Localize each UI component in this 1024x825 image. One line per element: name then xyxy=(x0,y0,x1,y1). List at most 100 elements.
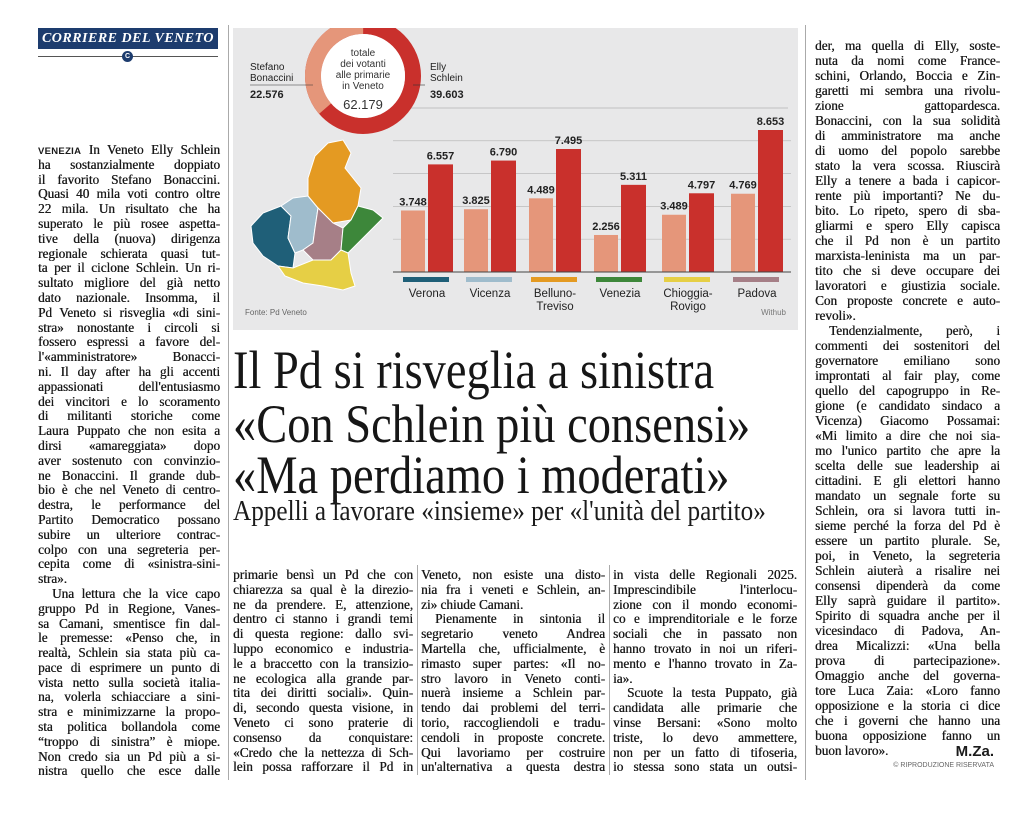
text-line: l'«amministratore» Bonacci- xyxy=(38,349,220,365)
text-line: cendoli in proposte concrete. xyxy=(421,729,605,745)
bar-schlein xyxy=(428,164,453,272)
text-line: nia fra i veneti e Schlein, an- xyxy=(421,581,605,597)
text-line: stra». xyxy=(38,571,67,587)
bar-value-label: 6.557 xyxy=(427,150,455,162)
text-line: zi» chiude Camani. xyxy=(421,596,524,612)
text-line: il favorito Stefano Bonaccini. xyxy=(38,171,220,187)
article-column-bottom-1: primarie bensì un Pd che con chiarezza sa… xyxy=(233,567,413,775)
text-line: Veneto, non esiste una disto- xyxy=(421,567,605,582)
text-line: tendo dai problemi del terri- xyxy=(421,700,605,716)
subheadline: Appelli a lavorare «insieme» per «l'unit… xyxy=(233,496,766,527)
article-column-right: der, ma quella di Elly, soste-nuta da no… xyxy=(815,38,1000,758)
text-line: ta per il ciclone Schlein. Un ri- xyxy=(38,260,220,276)
text-line: buona opposizione fanno un xyxy=(815,728,1000,743)
bar-value-label: 4.797 xyxy=(688,179,716,191)
bar-bonaccini xyxy=(401,210,425,272)
text-line: Pd Veneto si risveglia «di sini- xyxy=(38,304,220,320)
text-line: pace di esprimere un punto di xyxy=(38,659,220,675)
text-line: Pienamente in sintonia il xyxy=(435,611,605,627)
text-line: dentro ci stanno i grandi temi xyxy=(233,611,413,627)
text-line: zione gattopardesca. xyxy=(815,98,1000,113)
text-line: sieme perché la forza del Pd è xyxy=(815,518,1000,533)
bar-value-label: 3.825 xyxy=(462,195,490,207)
text-line: lein possa rafforzare il Pd in xyxy=(233,759,413,775)
article-column-left: VENEZIA In Veneto Elly Schlein ha sostanz… xyxy=(38,142,220,779)
text-line: sociali che in passato non xyxy=(613,626,797,642)
text-line: mo l'unico partito che apre la xyxy=(815,443,1000,458)
text-line: di uomo del popolo sarebbe xyxy=(815,143,1000,158)
bar-value-label: 4.769 xyxy=(729,180,757,192)
bar-value-label: 4.489 xyxy=(527,184,555,196)
text-line: chiarezza sa qual è la direzio- xyxy=(233,581,413,597)
text-line: Spirito di squadra anche per il xyxy=(815,608,1000,623)
donut-center-label: dei votanti xyxy=(340,59,386,70)
category-label: Venezia xyxy=(600,288,642,300)
text-line: stro lavoro in Veneto conti- xyxy=(421,670,605,686)
text-line: Omaggio anche del governa- xyxy=(815,668,1000,683)
text-line: luppo economico e industria- xyxy=(233,640,413,656)
bar-schlein xyxy=(689,193,714,272)
text-line: Una lettura che la vice capo xyxy=(52,585,220,601)
text-line: tita dei diritti sociali». Quin- xyxy=(233,685,413,701)
bar-bonaccini xyxy=(464,209,488,272)
text-line: lavoratori e giustizia sociale. xyxy=(815,278,1000,293)
text-line: essere un partito plurale. Se, xyxy=(815,533,1000,548)
text-line: prova di partecipazione». xyxy=(815,653,1000,668)
text-line: vista netto sulla società italia- xyxy=(38,674,220,690)
text-line: consenso da conquistare: xyxy=(233,729,413,745)
category-label: Verona xyxy=(409,288,446,300)
text-line: tive della (nuova) dirigenza xyxy=(38,230,220,246)
text-line: segretario veneto Andrea xyxy=(421,626,605,642)
text-line: drea Micalizzi: «Una bella xyxy=(815,638,1000,653)
donut-slice-bonaccini xyxy=(305,18,421,134)
text-line: quello del capogruppo in Re- xyxy=(815,383,1000,398)
text-line: regionale schierata quasi tut- xyxy=(38,245,220,261)
text-line: hanno trovato in noi un riferi- xyxy=(613,640,797,656)
bar-schlein xyxy=(621,184,646,272)
text-line: stra» nonostante i circoli si xyxy=(38,319,220,335)
text-line: sta politica bollandola come xyxy=(38,719,220,735)
text-line: aver sostenuto con convinzio- xyxy=(38,452,220,468)
headline-line-2: «Con Schlein più consensi» xyxy=(233,394,751,454)
legend-swatch-padova xyxy=(733,277,779,282)
column-divider xyxy=(609,565,610,775)
text-line: un'alternativa a questa destra xyxy=(421,759,605,775)
bar-bonaccini xyxy=(594,234,618,272)
text-line: superato le più rosee aspetta- xyxy=(38,215,220,231)
text-line: dato nazionale. Insomma, il xyxy=(38,289,220,305)
map-region-venezia xyxy=(340,205,384,254)
copyright-notice: © RIPRODUZIONE RISERVATA xyxy=(893,762,994,769)
text-line: nuerà insieme a Schlein par- xyxy=(421,685,605,701)
text-line: triste, lo devo ammettere, xyxy=(613,729,797,745)
donut-label-value: 39.603 xyxy=(430,89,464,101)
text-line: mento e l'hanno trovato in Za- xyxy=(613,655,797,671)
bar-value-label: 7.495 xyxy=(555,135,583,147)
text: In Veneto Elly Schlein xyxy=(88,142,220,157)
text-line: candidata alle primarie che xyxy=(613,700,797,716)
legend-swatch-belluno-treviso xyxy=(531,277,577,282)
text-line: gruppo Pd in Regione, Vanes- xyxy=(38,600,220,616)
text-line: gliarmi e spero Elly capisca xyxy=(815,218,1000,233)
text-line: tore Luca Zaia: «Loro fanno xyxy=(815,683,1000,698)
column-divider xyxy=(417,565,418,775)
text-line: Vicenza) Giacomo Possamai: xyxy=(815,413,1000,428)
text-line: di questa regione: dallo svi- xyxy=(233,626,413,642)
text-line: stra e minimizzarne la propo- xyxy=(38,704,220,720)
text-line: subire un ulteriore contrac- xyxy=(38,526,220,542)
text-line: consensi dipenderà da come xyxy=(815,578,1000,593)
text-line: dei vincitori e lo scoramento xyxy=(38,393,220,409)
bar-value-label: 8.653 xyxy=(757,116,785,128)
donut-label-value: 22.576 xyxy=(250,89,284,101)
text-line: io stessa sono stata un outsi- xyxy=(613,759,797,775)
text-line: che il Pd non è un partito xyxy=(815,233,1000,248)
text-line: rimasto super partes: «Il no- xyxy=(421,655,605,671)
column-divider xyxy=(228,25,229,780)
bar-value-label: 3.489 xyxy=(660,201,688,213)
donut-label-name: Elly xyxy=(430,62,446,73)
text-line: fossero espressi a favore del- xyxy=(38,334,220,350)
text-line: in vista delle Regionali 2025. xyxy=(613,567,797,582)
text-line: non per un fatto di tifoseria, xyxy=(613,744,797,760)
text-line: nuta da nomi come France- xyxy=(815,53,1000,68)
text-line: bito. Lo ripeto, spero di sba- xyxy=(815,203,1000,218)
